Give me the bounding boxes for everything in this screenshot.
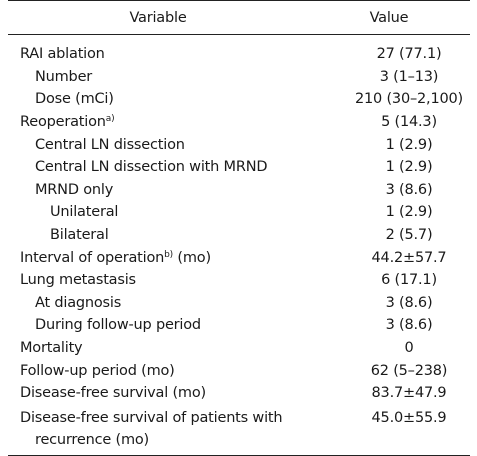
results-table: Variable Value RAI ablation 27 (77.1) Nu…: [8, 0, 470, 456]
row-value: 3 (8.6): [385, 294, 433, 311]
footnote-marker: b): [164, 249, 173, 260]
row-value: 0: [404, 340, 414, 357]
table-row: At diagnosis 3 (8.6): [8, 292, 470, 315]
row-value: 62 (5–238): [370, 362, 448, 379]
table-row: Unilateral 1 (2.9): [8, 201, 470, 224]
table-row: Bilateral 2 (5.7): [8, 224, 470, 247]
row-value: 1 (2.9): [385, 136, 433, 153]
row-value: 27 (77.1): [376, 46, 442, 63]
table-row: Disease-free survival of patients with re…: [8, 404, 470, 456]
row-label: Disease-free survival (mo): [20, 385, 206, 402]
table-row: Reoperationa) 5 (14.3): [8, 111, 470, 134]
table-row: Interval of operationb) (mo) 44.2±57.7: [8, 246, 470, 269]
table-row: During follow-up period 3 (8.6): [8, 314, 470, 337]
table-row: Disease-free survival (mo) 83.7±47.9: [8, 382, 470, 405]
row-value: 210 (30–2,100): [354, 91, 463, 108]
footnote-marker: a): [105, 114, 115, 125]
table-row: Lung metastasis 6 (17.1): [8, 269, 470, 292]
row-value: 3 (8.6): [385, 317, 433, 334]
row-label-cell: Disease-free survival of patients with re…: [8, 404, 308, 456]
row-label: Bilateral: [50, 227, 109, 244]
row-value: 5 (14.3): [381, 114, 437, 131]
row-label: Follow-up period (mo): [20, 362, 175, 379]
row-value: 83.7±47.9: [371, 385, 447, 402]
row-label: Central LN dissection: [35, 136, 185, 153]
table-row: Central LN dissection 1 (2.9): [8, 133, 470, 156]
row-value: 6 (17.1): [381, 272, 437, 289]
row-label-suffix: (mo): [172, 249, 211, 266]
row-label: Central LN dissection with MRND: [35, 159, 268, 176]
row-value: 3 (8.6): [385, 181, 433, 198]
row-value: 3 (1–13): [379, 68, 439, 85]
table-row: Number 3 (1–13): [8, 66, 470, 89]
results-table-container: Variable Value RAI ablation 27 (77.1) Nu…: [8, 0, 470, 456]
table-header-row: Variable Value: [8, 0, 470, 35]
row-label-cell: Interval of operationb) (mo): [8, 246, 308, 269]
row-label: Interval of operation: [20, 249, 165, 266]
row-label: Mortality: [20, 340, 83, 357]
table-row: Dose (mCi) 210 (30–2,100): [8, 88, 470, 111]
row-value: 1 (2.9): [385, 204, 433, 221]
table-row: RAI ablation 27 (77.1): [8, 35, 470, 66]
row-label: Number: [35, 68, 93, 85]
row-label-continuation: recurrence (mo): [35, 431, 149, 448]
row-label: At diagnosis: [35, 294, 122, 311]
row-label: Unilateral: [50, 204, 119, 221]
row-label-cell: Reoperationa): [8, 111, 308, 134]
row-label: Reoperation: [20, 114, 106, 131]
table-row: Follow-up period (mo) 62 (5–238): [8, 359, 470, 382]
row-value: 45.0±55.9: [308, 404, 470, 456]
row-label: During follow-up period: [35, 317, 201, 334]
table-row: Central LN dissection with MRND 1 (2.9): [8, 156, 470, 179]
row-label: Disease-free survival of patients with: [20, 409, 283, 426]
row-label: Lung metastasis: [20, 272, 136, 289]
row-value: 1 (2.9): [385, 159, 433, 176]
row-label: RAI ablation: [20, 46, 105, 63]
table-row: MRND only 3 (8.6): [8, 179, 470, 202]
row-label: MRND only: [35, 181, 114, 198]
column-header-variable: Variable: [8, 0, 308, 35]
column-header-value: Value: [308, 0, 470, 35]
row-label: Dose (mCi): [35, 91, 114, 108]
row-value: 44.2±57.7: [371, 249, 447, 266]
table-row: Mortality 0: [8, 337, 470, 360]
row-value: 2 (5.7): [385, 227, 433, 244]
